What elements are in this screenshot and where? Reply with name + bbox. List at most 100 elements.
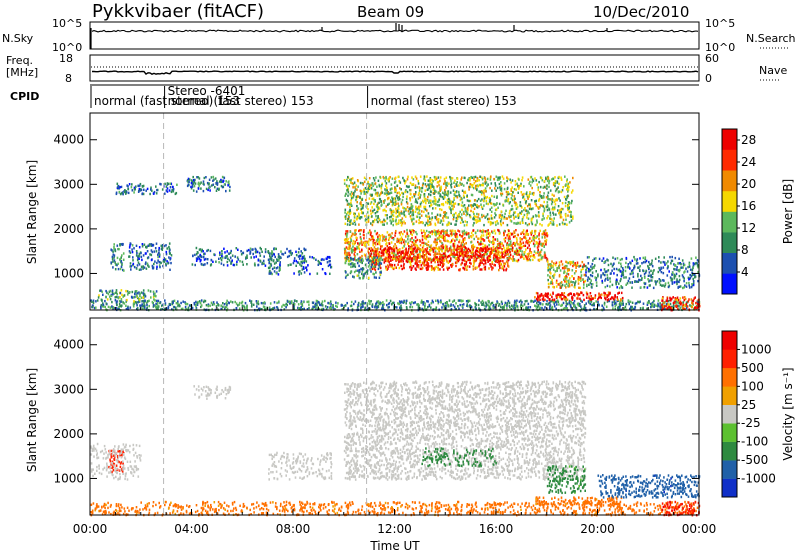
data-cell	[263, 263, 265, 265]
data-cell	[406, 306, 408, 308]
data-cell	[265, 251, 267, 253]
data-cell	[400, 260, 402, 262]
data-cell	[146, 246, 148, 248]
data-cell	[554, 185, 556, 187]
data-cell	[222, 306, 224, 308]
data-cell	[236, 263, 238, 265]
data-cell	[188, 307, 190, 309]
data-cell	[435, 207, 437, 209]
data-cell	[447, 184, 449, 186]
data-cell	[191, 182, 193, 184]
data-cell	[385, 236, 387, 238]
data-cell	[443, 204, 445, 206]
data-cell	[119, 244, 121, 246]
data-cell	[255, 248, 257, 250]
data-cell	[155, 306, 157, 308]
data-cell	[150, 243, 152, 245]
data-cell	[477, 177, 479, 179]
data-cell	[351, 235, 353, 237]
data-cell	[463, 195, 465, 197]
data-cell	[461, 209, 463, 211]
data-cell	[530, 259, 532, 261]
data-cell	[400, 231, 402, 233]
data-cell	[203, 253, 205, 255]
data-cell	[369, 248, 371, 250]
data-cell	[536, 235, 538, 237]
data-cell	[204, 258, 206, 260]
data-cell	[449, 206, 451, 208]
data-cell	[401, 236, 403, 238]
data-cell	[468, 204, 470, 206]
data-cell	[397, 203, 399, 205]
data-cell	[194, 264, 196, 266]
data-cell	[454, 245, 456, 247]
data-cell	[209, 305, 211, 307]
data-cell	[330, 303, 332, 305]
data-cell	[483, 192, 485, 194]
data-cell	[327, 261, 329, 263]
data-cell	[549, 180, 551, 182]
data-cell	[275, 248, 277, 250]
data-cell	[386, 189, 388, 191]
data-cell	[482, 300, 484, 302]
data-cell	[503, 234, 505, 236]
data-cell	[125, 305, 127, 307]
data-cell	[469, 179, 471, 181]
data-cell	[430, 253, 432, 255]
data-cell	[203, 180, 205, 182]
data-cell	[354, 242, 356, 244]
data-cell	[347, 230, 349, 232]
data-cell	[426, 243, 428, 245]
data-cell	[133, 302, 135, 304]
data-cell	[327, 306, 329, 308]
data-cell	[407, 191, 409, 193]
data-cell	[511, 305, 513, 307]
data-cell	[430, 194, 432, 196]
data-cell	[323, 259, 325, 261]
data-cell	[399, 187, 401, 189]
data-cell	[544, 306, 546, 308]
data-cell	[272, 268, 274, 270]
data-cell	[373, 189, 375, 191]
data-cell	[127, 185, 129, 187]
data-cell	[383, 200, 385, 202]
data-cell	[487, 218, 489, 220]
data-cell	[481, 192, 483, 194]
data-cell	[558, 183, 560, 185]
data-cell	[597, 301, 599, 303]
data-cell	[348, 185, 350, 187]
data-cell	[400, 301, 402, 303]
data-cell	[355, 199, 357, 201]
data-cell	[304, 271, 306, 273]
data-cell	[400, 233, 402, 235]
data-cell	[121, 266, 123, 268]
data-cell	[642, 307, 644, 309]
data-cell	[484, 197, 486, 199]
data-cell	[117, 245, 119, 247]
data-cell	[411, 176, 413, 178]
data-cell	[496, 208, 498, 210]
data-cell	[130, 306, 132, 308]
data-cell	[360, 203, 362, 205]
data-cell	[493, 236, 495, 238]
data-cell	[475, 232, 477, 234]
data-cell	[224, 183, 226, 185]
data-cell	[306, 260, 308, 262]
data-cell	[482, 243, 484, 245]
data-cell	[309, 273, 311, 275]
data-cell	[486, 202, 488, 204]
data-cell	[362, 300, 364, 302]
data-cell	[436, 185, 438, 187]
data-cell	[363, 189, 365, 191]
data-cell	[354, 232, 356, 234]
data-cell	[468, 188, 470, 190]
data-cell	[392, 178, 394, 180]
data-cell	[139, 293, 141, 295]
data-cell	[547, 258, 549, 260]
data-cell	[450, 257, 452, 259]
data-cell	[170, 183, 172, 185]
data-cell	[405, 216, 407, 218]
data-cell	[598, 304, 600, 306]
data-cell	[177, 303, 179, 305]
data-cell	[433, 193, 435, 195]
